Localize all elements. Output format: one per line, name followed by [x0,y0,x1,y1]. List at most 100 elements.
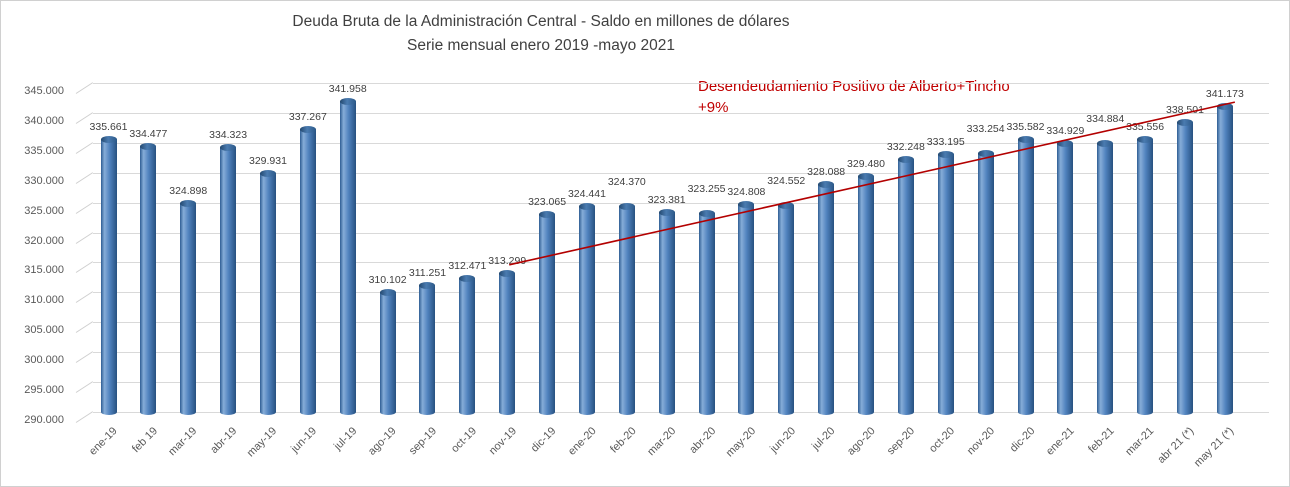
y-axis-tick-label: 290.000 [24,413,64,426]
data-label: 323.255 [687,183,726,196]
x-axis-label-text: feb 19 [129,425,160,456]
axis-tick-diagonal [75,201,94,214]
data-label: 337.267 [288,111,327,124]
x-axis-label-text: feb-21 [1086,425,1117,456]
bar-cap [858,172,875,180]
axis-tick-diagonal [75,291,94,304]
data-label: 334.477 [129,127,168,140]
bar-cap [698,210,715,218]
data-label: 334.323 [209,128,248,141]
annotation-line2: +9% [698,99,729,116]
axis-tick-diagonal [75,261,94,274]
bar-mar-20 [658,209,675,415]
data-label: 338.501 [1166,103,1204,116]
x-axis-label-text: mar-21 [1123,425,1157,459]
x-axis-label-text: abr-19 [208,425,240,456]
bar-may-19 [259,170,276,415]
data-label: 329.931 [248,155,287,168]
gridline [93,142,1269,144]
bar-ene-20 [578,202,595,415]
bar-sep-20 [897,156,914,415]
y-axis-tick-label: 340.000 [24,114,64,127]
x-axis-label-text: may 21 (*) [1191,425,1237,470]
bar-cap [1137,136,1154,144]
chart-title: Deuda Bruta de la Administración Central… [1,10,1081,58]
x-axis-label-text: ene-19 [87,425,120,458]
y-axis-tick-label: 300.000 [24,354,64,367]
bar-cap [180,200,197,208]
bar-cap [937,150,954,158]
bar-ago-20 [858,172,875,415]
bar-cap [1097,140,1114,148]
bar-mar-19 [180,200,197,415]
bar-jun-19 [299,126,316,415]
bar-mar-21 [1137,136,1154,415]
bar-cap [1017,136,1034,144]
bar-cap [339,98,356,106]
bar-cap [738,200,755,208]
x-axis-label-text: oct-19 [448,425,479,456]
x-axis-label-text: ene-21 [1044,425,1077,458]
data-label: 333.195 [926,135,965,148]
x-axis-label-text: jul-19 [331,425,360,453]
x-axis-label-text: nov-19 [486,425,519,458]
bar-oct-20 [937,150,954,415]
bar-jun-20 [778,202,795,415]
gridline [93,411,1269,413]
y-axis-tick-label: 325.000 [24,204,64,217]
bar-cap [658,209,675,217]
bar-cap [459,274,476,282]
data-label: 333.254 [966,123,1005,136]
bar-nov-19 [499,269,516,415]
bar-feb-20 [618,203,635,415]
bar-jul-19 [339,98,356,415]
bar-ene-21 [1057,140,1074,415]
data-label: 335.661 [89,120,128,133]
y-axis-tick-label: 320.000 [24,234,64,247]
chart-title-line1: Deuda Bruta de la Administración Central… [292,13,790,30]
data-label: 310.102 [368,273,407,286]
data-label: 328.088 [807,166,846,179]
y-axis-tick-label: 305.000 [24,324,64,337]
data-label: 334.884 [1086,113,1125,126]
bar-dic-19 [539,211,556,415]
bar-cap [379,288,396,296]
chart-title-line2: Serie mensual enero 2019 -mayo 2021 [407,37,675,54]
x-axis-label-text: oct-20 [927,425,958,456]
bar-may 21 (*) [1216,102,1233,415]
bar-cap [299,126,316,134]
axis-tick-diagonal [75,141,94,154]
axis-tick-diagonal [75,82,94,94]
bar-abr-20 [698,210,715,415]
data-label: 341.173 [1205,87,1244,100]
y-axis-tick-label: 295.000 [24,384,64,396]
axis-tick-diagonal [75,231,94,244]
data-label: 324.441 [567,187,606,200]
annotation-line1: Desendeudamiento Positivo de Alberto+Tin… [698,78,1010,95]
bar-cap [618,203,635,211]
bar-dic-20 [1017,136,1034,415]
gridline [93,83,1269,84]
bar-feb-21 [1097,140,1114,415]
data-label: 335.556 [1126,121,1165,134]
axis-tick-diagonal [75,321,94,334]
x-axis-label-text: mar-19 [166,425,200,459]
bar-abr-19 [220,143,237,415]
data-label: 329.480 [847,157,885,170]
data-label: 323.065 [528,196,567,209]
bar-jul-20 [818,181,835,415]
bar-may-20 [738,200,755,415]
x-axis-label-text: jun-19 [289,425,320,456]
bar-cap [818,181,835,189]
bar-cap [100,135,117,143]
x-axis-label-text: nov-20 [964,425,998,458]
axis-tick-diagonal [75,351,94,364]
bar-cap [977,150,994,158]
x-axis-label-text: abr-20 [687,425,719,456]
bar-cap [539,211,556,219]
data-label: 324.370 [607,176,646,189]
x-axis-label-text: may-19 [245,425,280,460]
bar-cap [259,170,276,178]
bar-cap [897,156,914,164]
data-label: 312.471 [448,259,487,272]
